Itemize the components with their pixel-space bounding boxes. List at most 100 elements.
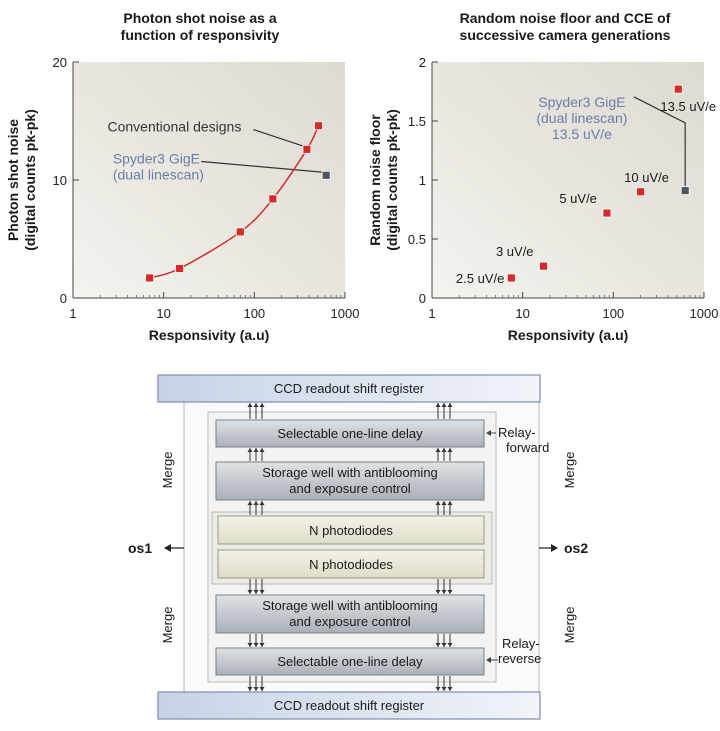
chart1-annotation-text: Spyder3 GigE [113,150,200,166]
chart2-point-label: 10 uV/e [624,170,669,185]
chart2-y-tick-label: 0.5 [408,232,426,247]
chart1-title-line2: function of responsivity [120,27,280,43]
bottom-readout-register-label: CCD readout shift register [274,698,425,713]
relay-forward-arrowhead [486,430,491,436]
chart2-x-tick-label: 1000 [690,306,719,321]
arrows-delay-bottom-head [441,687,447,691]
diagram-inner-frame [207,411,497,683]
chart1-annotation-text: Conventional designs [107,119,241,135]
arrows-storage-bottom-head [253,643,259,647]
arrows-storage-top-head [435,501,441,505]
arrows-top-register-head [259,403,265,407]
chart2-point-label: 3 uV/e [496,244,534,259]
chart2-point-label: 2.5 uV/e [456,271,504,286]
chart1-x-label: Responsivity (a.u) [149,327,270,343]
chart2-x-label: Responsivity (a.u) [508,327,629,343]
arrows-storage-bottom-head [247,643,253,647]
arrows-photodiodes-head [447,590,453,594]
chart1-y-label-line1: Photon shot noise [5,119,21,241]
top-readout-register-label: CCD readout shift register [274,381,425,396]
chart2-annotation-text: (dual linescan) [536,110,627,126]
chart2-y-tick-label: 0 [419,291,426,306]
chart1-y-tick-label: 10 [53,173,67,188]
chart1-plot-area [73,62,345,298]
delay-bottom-box [215,647,485,676]
chart2-plot-area [432,62,704,298]
os1-label: os1 [128,540,152,556]
arrows-top-register-head [441,403,447,407]
chart1: 1 10 100 1000 0 10 20 Responsivity (a.u) Photon … [5,55,359,343]
arrows-delay-top-head [247,448,253,452]
arrows-storage-top-head [441,501,447,505]
relay-reverse-arrowhead [486,657,491,663]
chart2-y-tick-label: 1.5 [408,114,426,129]
storage-top-box [215,461,485,501]
arrows-photodiodes-head [435,590,441,594]
arrows-delay-bottom-head [247,687,253,691]
chart2-series-0-point [602,208,612,218]
chart2-series-0-point [539,261,548,271]
arrows-delay-bottom-head [253,687,259,691]
transfer-arrows [247,403,453,691]
merge-left-bottom: Merge [160,607,175,644]
arrows-storage-bottom-head [447,643,453,647]
arrows-delay-top-head [435,448,441,452]
arrows-storage-bottom-head [441,643,447,647]
chart2-series-1-point [680,186,690,196]
chart1-annotation-leader [253,129,305,147]
chart1-series-0-point [145,273,155,283]
relay-forward-line1: Relay- [498,425,536,440]
storage-top-line2: and exposure control [289,481,411,496]
chart1-title: Photon shot noise as a function of respo… [60,10,340,44]
chart2-title-line1: Random noise floor and CCE of [459,10,671,26]
chart2-y-label-line1: Random noise floor [367,114,383,246]
top-readout-register [157,374,541,403]
arrows-delay-bottom-head [259,687,265,691]
chart2-series-0-point [636,187,646,197]
chart1-series-0-point [302,144,312,154]
photodiodes-bottom-label: N photodiodes [309,557,393,572]
arrows-delay-top-head [441,448,447,452]
chart1-series-1-point [321,170,331,180]
os2-arrowhead [551,544,558,552]
arrows-storage-bottom-head [259,643,265,647]
storage-bottom-line2: and exposure control [289,614,411,629]
chart2-series-0-point [506,273,516,283]
arrows-delay-top-head [259,448,265,452]
arrows-top-register-head [447,403,453,407]
chart2-x-tick-label: 100 [602,306,624,321]
chart2-point-label: 5 uV/e [559,191,597,206]
storage-bottom-line1: Storage well with antiblooming [262,598,438,613]
chart1-x-tick-label: 1000 [331,306,360,321]
arrows-storage-bottom-head [435,643,441,647]
arrows-top-register-head [253,403,259,407]
chart2-title-line2: successive camera generations [459,27,671,43]
chart1-y-tick-label: 20 [53,55,67,70]
chart1-series-0-point [175,264,185,273]
arrows-delay-top-head [447,448,453,452]
delay-top-label: Selectable one-line delay [277,426,423,441]
chart1-series-0-point [268,194,278,204]
arrows-storage-top-head [247,501,253,505]
delay-bottom-label: Selectable one-line delay [277,654,423,669]
chart1-x-tick-label: 10 [156,306,170,321]
chart1-y-tick-label: 0 [60,291,67,306]
chart2-y-label-line2: (digital counts pk-pk) [384,109,400,251]
relay-reverse-line1: Relay- [502,636,540,651]
photodiode-frame [211,511,493,585]
arrows-top-register-head [247,403,253,407]
arrows-photodiodes-head [441,590,447,594]
arrows-photodiodes-head [259,590,265,594]
arrows-storage-top-head [447,501,453,505]
chart2: 1 10 100 1000 0 0.5 1 1.5 2 Responsivity (a.u) Ran… [367,55,718,343]
chart1-y-label-line2: (digital counts pk-pk) [22,109,38,251]
merge-left-top: Merge [160,452,175,489]
chart2-annotation-leader [633,96,686,187]
relay-forward-line2: forward [506,440,549,455]
os2-label: os2 [564,540,588,556]
storage-bottom-box [215,594,485,634]
arrows-storage-top-head [259,501,265,505]
storage-top-line1: Storage well with antiblooming [262,465,438,480]
arrows-delay-top-head [253,448,259,452]
